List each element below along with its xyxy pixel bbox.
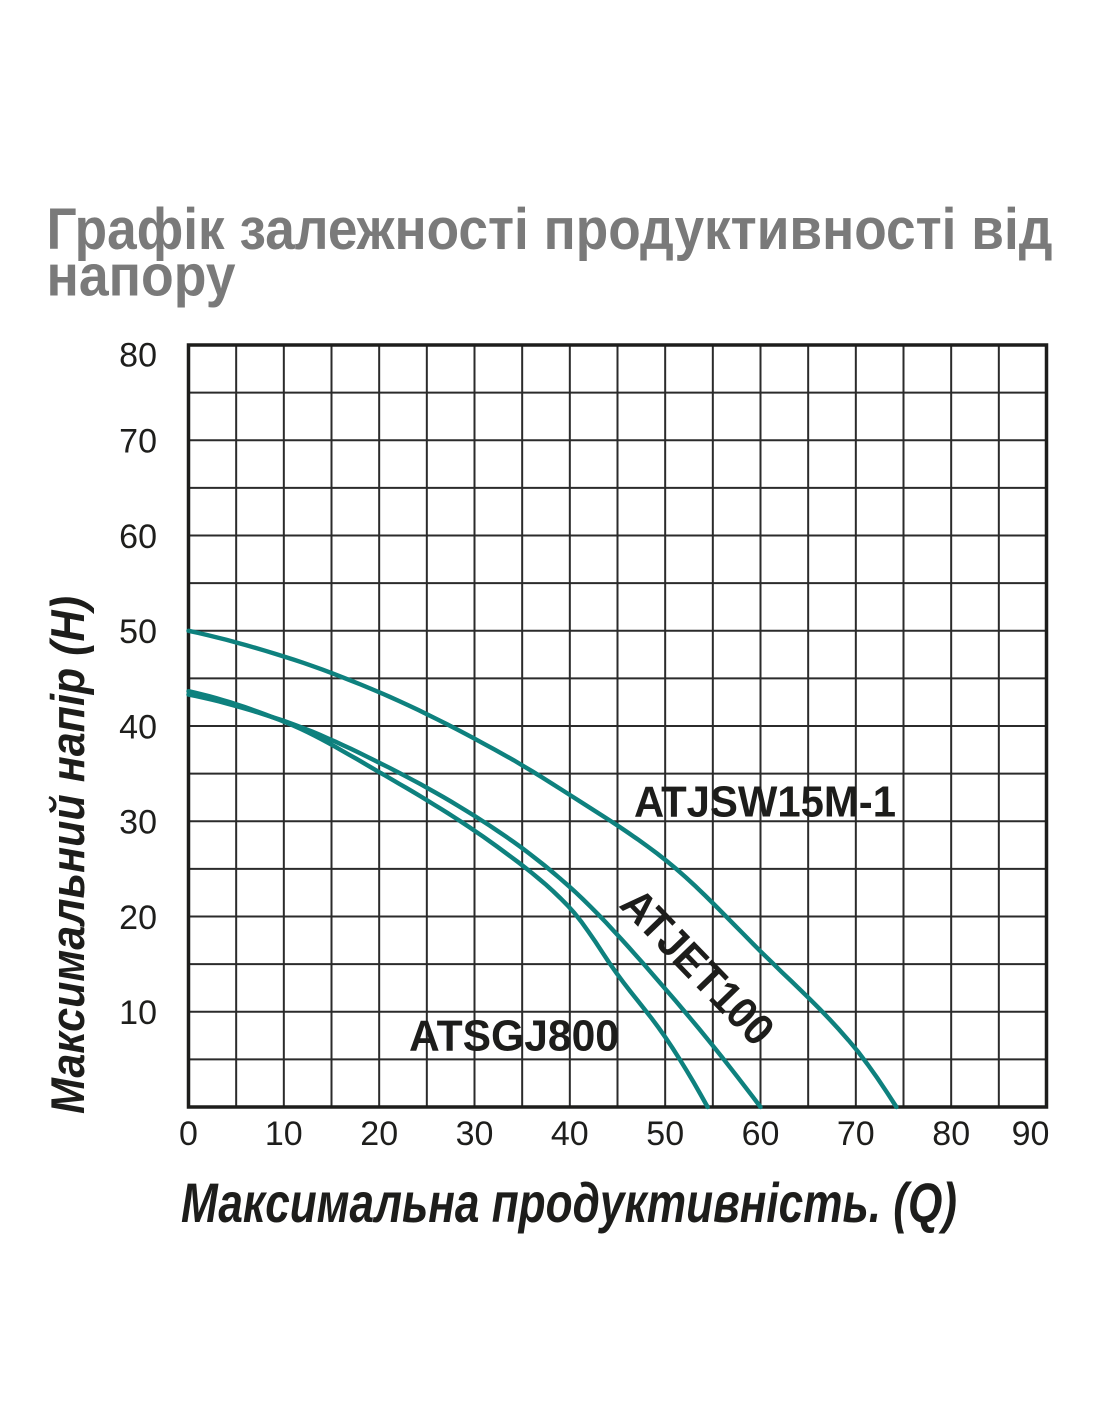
svg-text:10: 10 [265, 1115, 303, 1153]
svg-text:50: 50 [646, 1115, 684, 1153]
svg-text:50: 50 [119, 613, 157, 651]
svg-text:60: 60 [119, 518, 157, 556]
svg-text:30: 30 [456, 1115, 494, 1153]
svg-text:0: 0 [179, 1115, 198, 1153]
svg-text:напору: напору [47, 244, 236, 309]
svg-text:ATJSW15M-1: ATJSW15M-1 [634, 778, 896, 827]
svg-text:10: 10 [119, 994, 157, 1032]
svg-text:ATSGJ800: ATSGJ800 [409, 1011, 619, 1060]
svg-text:Максимальний напір (Н): Максимальний напір (Н) [42, 596, 95, 1114]
svg-text:60: 60 [742, 1115, 780, 1153]
svg-text:40: 40 [119, 708, 157, 746]
svg-text:90: 90 [1012, 1115, 1050, 1153]
svg-text:Максимальна продуктивність. (Q: Максимальна продуктивність. (Q) [181, 1171, 957, 1234]
svg-text:80: 80 [932, 1115, 970, 1153]
svg-text:20: 20 [360, 1115, 398, 1153]
svg-text:20: 20 [119, 899, 157, 937]
svg-text:40: 40 [551, 1115, 589, 1153]
svg-text:70: 70 [837, 1115, 875, 1153]
svg-text:70: 70 [119, 423, 157, 461]
svg-text:Графік залежності продуктивнос: Графік залежності продуктивності від [47, 197, 1053, 262]
svg-text:30: 30 [119, 804, 157, 842]
svg-text:80: 80 [119, 337, 157, 375]
